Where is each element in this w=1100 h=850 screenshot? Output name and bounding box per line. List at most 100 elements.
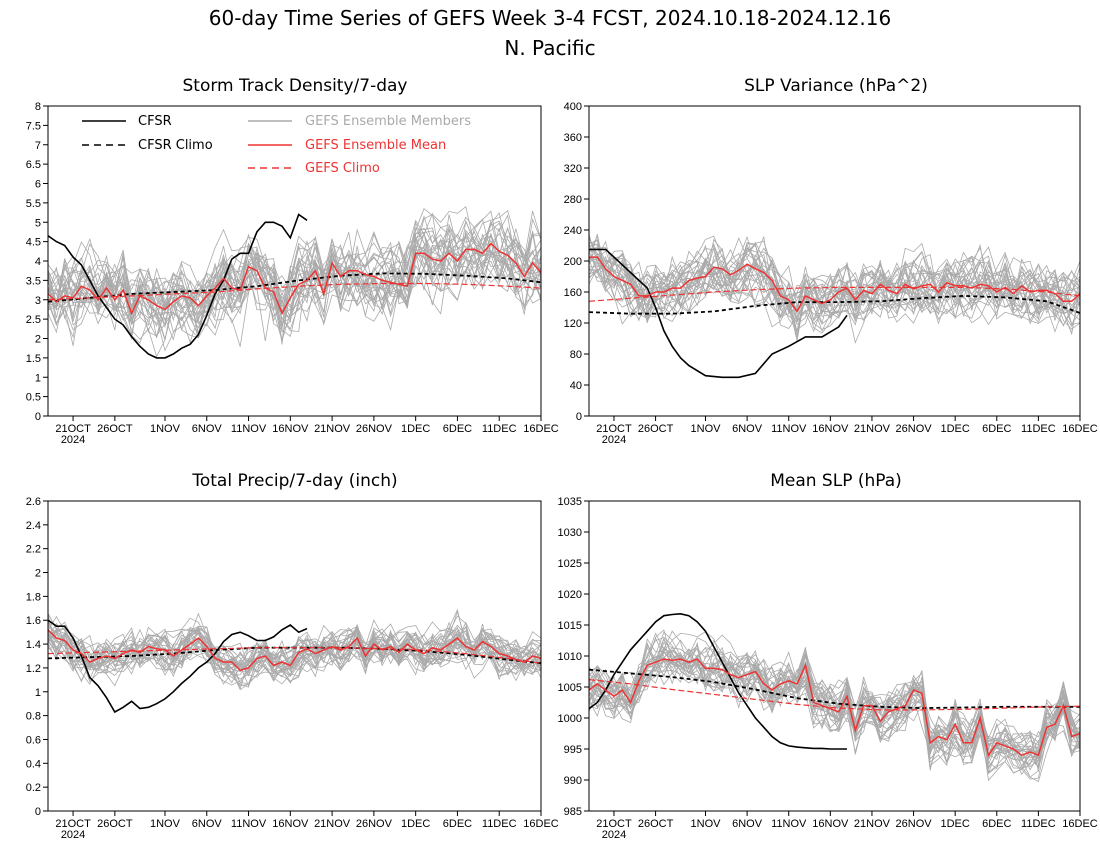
x-tick-label: 1NOV	[150, 818, 181, 830]
y-tick-label: 1010	[558, 651, 582, 663]
y-tick-label: 0	[35, 806, 41, 818]
ensemble-member-line	[589, 637, 1080, 760]
x-tick-label: 11NOV	[231, 818, 267, 830]
y-tick-label: 3	[35, 295, 41, 307]
y-tick-label: 1.2	[26, 663, 41, 675]
ensemble-members	[48, 608, 541, 691]
y-tick-label: 7.5	[26, 120, 41, 132]
ensemble-member-line	[48, 209, 541, 336]
ensemble-member-line	[589, 629, 1080, 757]
y-tick-label: 995	[564, 744, 582, 756]
cfsr-line	[589, 612, 847, 750]
y-tick-label: 5	[35, 217, 41, 229]
gefs-climo-line	[589, 286, 1080, 302]
y-tick-label: 0	[35, 411, 41, 423]
x-tick-label: 26NOV	[356, 818, 393, 830]
y-tick-label: 5.5	[26, 198, 41, 210]
y-tick-label: 40	[570, 380, 582, 392]
ensemble-member-line	[589, 654, 1080, 780]
y-tick-label: 1.4	[26, 639, 41, 651]
panel-title: Storm Track Density/7-day	[183, 76, 408, 96]
y-tick-label: 0.5	[26, 392, 41, 404]
plot-area	[48, 205, 541, 359]
y-tick-label: 2	[35, 334, 41, 346]
x-tick-label: 6NOV	[732, 818, 763, 830]
x-tick-label: 26OCT	[97, 423, 133, 435]
y-tick-label: 0.4	[26, 758, 41, 770]
x-tick-label: 1NOV	[691, 818, 722, 830]
y-tick-label: 1000	[558, 713, 582, 725]
x-tick-label: 26NOV	[356, 423, 393, 435]
x-tick-label: 11DEC	[482, 423, 517, 435]
y-tick-label: 4	[35, 256, 41, 268]
panel-storm-track-density: Storm Track Density/7-day 0 0.5 1 1.5 2 2.5 3 3.…	[26, 76, 559, 446]
legend-gefs-mean-label: GEFS Ensemble Mean	[305, 138, 446, 153]
y-tick-label: 2	[35, 568, 41, 580]
x-tick-label: 1DEC	[401, 818, 430, 830]
ensemble-member-line	[48, 225, 541, 347]
x-year-label: 2024	[61, 829, 85, 841]
x-tick-label: 11NOV	[771, 818, 807, 830]
y-tick-label: 1015	[558, 620, 582, 632]
legend-cfsr-climo-label: CFSR Climo	[138, 138, 213, 153]
ensemble-member-line	[48, 219, 541, 344]
x-tick-label: 11DEC	[1021, 818, 1056, 830]
y-tick-label: 1035	[558, 496, 582, 508]
ensemble-member-line	[589, 246, 1080, 333]
x-tick-label: 21OCT	[55, 818, 91, 830]
gefs-climo-line	[48, 282, 541, 301]
gefs-mean-line	[48, 629, 541, 672]
x-tick-label: 16NOV	[272, 818, 309, 830]
y-tick-label: 1	[35, 372, 41, 384]
panel-title: Total Precip/7-day (inch)	[191, 471, 397, 491]
panel-title: Mean SLP (hPa)	[770, 471, 902, 491]
ensemble-member-line	[589, 650, 1080, 753]
ensemble-member-line	[589, 263, 1080, 324]
cfsr-climo-line	[589, 294, 1080, 315]
ensemble-member-line	[589, 234, 1080, 344]
y-tick-label: 3.5	[26, 275, 41, 287]
x-tick-label: 6DEC	[982, 818, 1011, 830]
ensemble-member-line	[48, 620, 541, 681]
x-tick-label: 1DEC	[940, 423, 969, 435]
x-tick-label: 21NOV	[854, 423, 891, 435]
y-tick-label: 1.6	[26, 615, 41, 627]
x-tick-label: 26OCT	[97, 818, 133, 830]
ensemble-member-line	[589, 632, 1080, 769]
x-tick-label: 6NOV	[192, 423, 223, 435]
y-tick-label: 160	[564, 287, 582, 299]
y-tick-label: 360	[564, 132, 582, 144]
y-tick-label: 2.4	[26, 520, 41, 532]
plot-area	[48, 608, 541, 714]
y-tick-label: 1.8	[26, 591, 41, 603]
ensemble-member-line	[589, 630, 1080, 783]
y-tick-label: 200	[564, 256, 582, 268]
gefs-climo-line	[589, 679, 1080, 711]
x-year-label: 2024	[602, 829, 626, 841]
legend-members-label: GEFS Ensemble Members	[305, 114, 471, 129]
x-tick-label: 6DEC	[443, 818, 472, 830]
x-tick-label: 16DEC	[1062, 818, 1098, 830]
ensemble-member-line	[589, 651, 1080, 759]
y-tick-label: 2.5	[26, 314, 41, 326]
ensemble-members	[589, 629, 1080, 783]
gefs-mean-line	[589, 256, 1080, 313]
panel-total-precip: Total Precip/7-day (inch)00.20.40.60.811…	[26, 471, 559, 841]
ensemble-member-line	[48, 613, 541, 687]
y-tick-label: 8	[35, 101, 41, 113]
ensemble-member-line	[589, 239, 1080, 336]
x-year-label: 2024	[61, 434, 85, 446]
y-tick-label: 4.5	[26, 237, 41, 249]
x-tick-label: 26OCT	[638, 818, 674, 830]
cfsr-line	[48, 213, 308, 359]
x-tick-label: 11NOV	[231, 423, 267, 435]
panel-slp-variance: SLP Variance (hPa^2) 0 40 80 120 160 200 240 280…	[564, 76, 1098, 446]
x-tick-label: 21NOV	[314, 423, 351, 435]
x-tick-label: 16NOV	[812, 818, 849, 830]
x-tick-label: 26NOV	[896, 423, 933, 435]
plot-area	[589, 612, 1080, 783]
x-tick-label: 6DEC	[443, 423, 472, 435]
plot-frame	[47, 500, 542, 812]
